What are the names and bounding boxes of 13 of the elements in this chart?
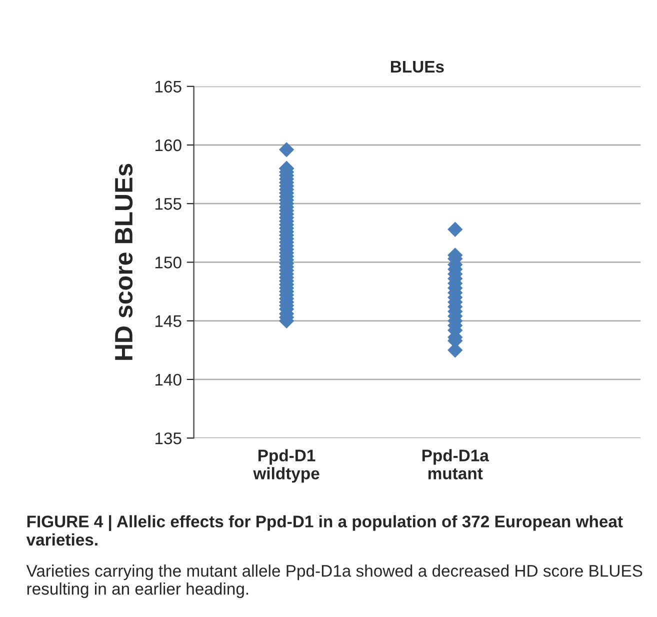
y-tick-label: 135 [155, 432, 182, 444]
y-tick-label: 155 [155, 198, 182, 210]
x-tick-label: Ppd-D1a mutant [422, 449, 490, 480]
y-tick-label: 150 [155, 256, 182, 268]
y-tick-label: 165 [155, 80, 182, 93]
y-tick-label: 140 [155, 374, 182, 386]
y-axis-title: HD score BLUEs [115, 164, 133, 360]
text: Varieties carrying the mutant allele Ppd-D1a showed a decreased HD score BLUES resulting in an earlier heading. [26, 564, 642, 598]
chart-title: BLUEs [390, 61, 444, 73]
x-tick-label: Ppd-D1 wildtype [253, 449, 320, 483]
y-tick-label: 145 [155, 315, 182, 328]
caption: FIGURE 4 | Allelic effects for Ppd-D1 in a population of 372 European wheat varieties. [26, 515, 623, 546]
y-tick-label: 160 [155, 139, 182, 152]
